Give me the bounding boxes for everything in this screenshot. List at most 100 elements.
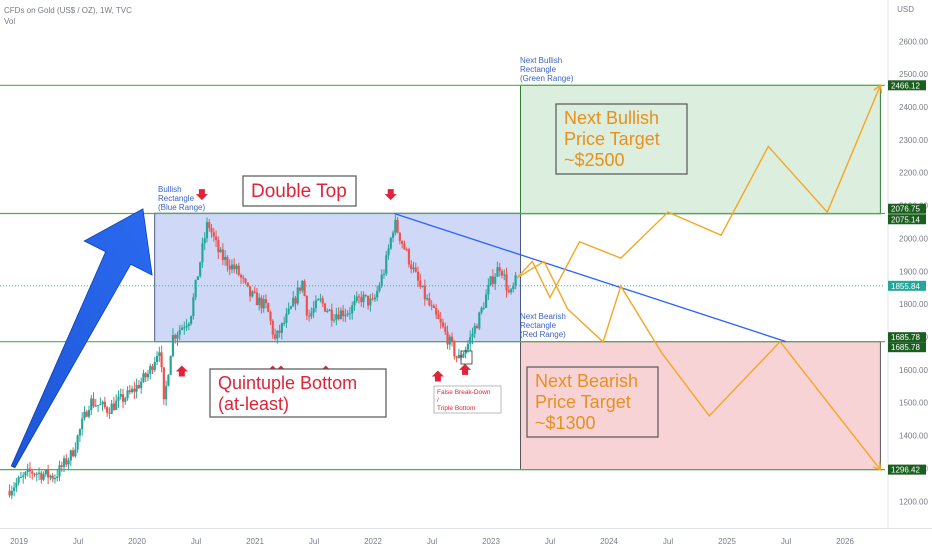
symbol-title: CFDs on Gold (US$ / OZ), 1W, TVC bbox=[4, 6, 132, 15]
double-top-label-frame bbox=[242, 175, 357, 207]
candle-body bbox=[314, 300, 318, 309]
candle-body bbox=[401, 240, 404, 244]
candle-body bbox=[371, 298, 374, 300]
candle-body bbox=[509, 289, 513, 293]
candle-body bbox=[205, 222, 209, 239]
candle-body bbox=[37, 472, 41, 474]
candle-body bbox=[432, 305, 436, 308]
candle-body bbox=[457, 354, 460, 359]
bullish-target-label-frame bbox=[555, 103, 688, 175]
candle-body bbox=[478, 312, 481, 329]
candle-body bbox=[51, 475, 54, 480]
candle-body bbox=[473, 325, 476, 334]
candle-body bbox=[162, 367, 165, 400]
candle-body bbox=[112, 403, 116, 410]
candle-body bbox=[214, 236, 218, 240]
candle-body bbox=[387, 248, 390, 256]
price-level-tag-text: 2466.12 bbox=[891, 81, 920, 90]
time-tick-label: 2022 bbox=[364, 537, 382, 546]
candle-body bbox=[71, 450, 75, 457]
down-arrow-marker bbox=[195, 189, 208, 201]
candle-body bbox=[301, 280, 304, 291]
bullish-projection-path bbox=[516, 85, 882, 300]
bearish-target-label-line: Price Target bbox=[535, 392, 631, 412]
price-level-tag-text: 1855.84 bbox=[891, 282, 920, 291]
candle-body bbox=[31, 471, 34, 474]
bullish-target-label-line: Next Bullish bbox=[564, 108, 659, 128]
candle-body bbox=[505, 274, 508, 291]
candle-body bbox=[312, 308, 315, 313]
candle-body bbox=[251, 291, 254, 297]
candle-body bbox=[391, 232, 395, 238]
candle-body bbox=[360, 297, 363, 303]
candle-body bbox=[355, 296, 358, 301]
candle-body bbox=[307, 315, 311, 317]
projection-arrow-head bbox=[873, 84, 883, 94]
candle-body bbox=[398, 232, 401, 241]
candle-body bbox=[174, 335, 177, 339]
candle-body bbox=[233, 264, 236, 270]
price-level-tag-text: 1685.78 bbox=[891, 333, 920, 342]
candle-body bbox=[60, 465, 63, 467]
candle-body bbox=[405, 249, 408, 251]
bearish-target-label-line: ~$1300 bbox=[535, 413, 596, 433]
candle-body bbox=[428, 298, 431, 306]
candle-body bbox=[35, 473, 38, 475]
candle-body bbox=[228, 265, 231, 270]
price-tick-label: 1800.00 bbox=[899, 300, 928, 309]
candle-body bbox=[494, 276, 497, 284]
next-bullish-rectangle-label: Rectangle bbox=[520, 65, 557, 74]
price-level-tag bbox=[888, 464, 926, 475]
candle-body bbox=[396, 219, 399, 233]
candle-body bbox=[475, 325, 479, 329]
candle-body bbox=[108, 412, 111, 414]
candle-body bbox=[448, 336, 451, 345]
candle-body bbox=[403, 243, 406, 250]
candle-body bbox=[165, 385, 168, 400]
candle-body bbox=[92, 398, 95, 407]
candle-body bbox=[512, 285, 515, 290]
candle-body bbox=[62, 458, 66, 467]
candle-body bbox=[224, 256, 227, 260]
candle-body bbox=[507, 290, 510, 293]
candle-body bbox=[96, 405, 100, 407]
candle-body bbox=[133, 388, 136, 392]
candle-body bbox=[267, 303, 270, 312]
candle-body bbox=[337, 314, 340, 320]
candle-body bbox=[269, 311, 272, 321]
candle-body bbox=[85, 411, 88, 417]
time-tick-label: 2021 bbox=[246, 537, 264, 546]
quintuple-bottom-label-line: Quintuple Bottom bbox=[218, 373, 357, 393]
double-top-label-line: Double Top bbox=[251, 181, 347, 202]
double-top-label: Double Top bbox=[242, 175, 357, 207]
time-tick-label: Jul bbox=[191, 537, 201, 546]
price-level-tag-text: 1296.42 bbox=[891, 466, 920, 475]
candle-body bbox=[221, 249, 224, 260]
candle-body bbox=[342, 310, 345, 317]
bearish-target-label-line: Next Bearish bbox=[535, 371, 638, 391]
candle-body bbox=[244, 278, 247, 283]
candle-body bbox=[255, 292, 259, 306]
price-tick-label: 2500.00 bbox=[899, 70, 928, 79]
time-tick-label: Jul bbox=[309, 537, 319, 546]
candle-body bbox=[155, 355, 159, 363]
candle-body bbox=[119, 394, 122, 397]
candle-body bbox=[160, 352, 163, 368]
candle-body bbox=[317, 299, 320, 301]
projection-arrow-head bbox=[872, 461, 882, 471]
time-tick-label: 2024 bbox=[600, 537, 618, 546]
candle-body bbox=[17, 477, 20, 483]
chart-header: CFDs on Gold (US$ / OZ), 1W, TVC Vol bbox=[4, 5, 132, 27]
candle-body bbox=[369, 298, 372, 306]
candle-body bbox=[99, 404, 102, 406]
candle-body bbox=[303, 280, 306, 296]
candle-body bbox=[455, 356, 458, 359]
candle-body bbox=[264, 299, 268, 304]
candle-body bbox=[199, 262, 202, 277]
candle-body bbox=[167, 375, 170, 386]
candle-body bbox=[469, 336, 472, 344]
time-tick-label: Jul bbox=[781, 537, 791, 546]
false-breakdown-frame bbox=[433, 385, 502, 414]
